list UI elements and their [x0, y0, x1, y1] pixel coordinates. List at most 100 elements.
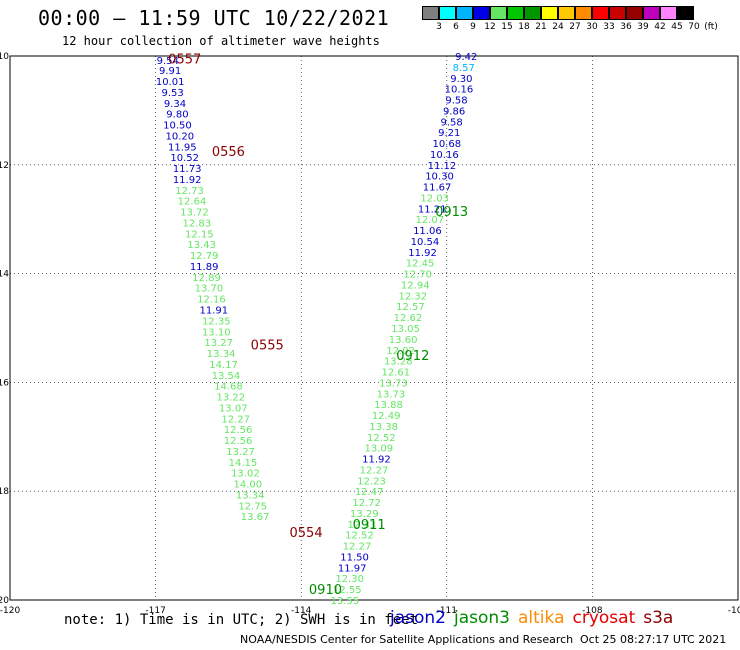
x-tick-label: -117 — [145, 606, 165, 616]
pass-label: 0912 — [396, 349, 429, 364]
satellite-legend: jason2 jason3 altika cryosat s3a — [390, 608, 681, 628]
wave-height-point: 12.94 — [401, 280, 430, 291]
color-scale-label: 21 — [535, 22, 547, 32]
color-scale-label: 18 — [518, 22, 530, 32]
color-scale-label: 27 — [569, 22, 581, 32]
wave-height-point: 12.83 — [183, 218, 212, 229]
footer-note: note: 1) Time is in UTC; 2) SWH is in fe… — [64, 612, 419, 628]
color-scale-label: 70 — [688, 22, 700, 32]
wave-height-point: 12.73 — [175, 186, 204, 197]
wave-height-point: 12.52 — [345, 531, 374, 542]
wave-height-point: 12.61 — [382, 368, 411, 379]
color-scale-swatch — [677, 6, 694, 20]
wave-height-point: 10.54 — [411, 237, 440, 248]
wave-height-point: 13.27 — [204, 338, 233, 349]
wave-height-point: 12.27 — [360, 465, 389, 476]
color-scale-label: 30 — [586, 22, 598, 32]
wave-height-point: 13.43 — [187, 240, 216, 251]
wave-height-point: 10.68 — [432, 139, 461, 150]
y-tick-label: -10 — [0, 52, 9, 62]
color-scale-label: (ft) — [704, 22, 718, 32]
wave-height-point: 11.89 — [190, 262, 219, 273]
wave-height-point: 12.49 — [372, 411, 401, 422]
wave-height-point: 13.27 — [226, 447, 255, 458]
wave-height-point: 9.34 — [164, 99, 186, 110]
satellite-legend-altika: altika — [518, 608, 565, 628]
color-scale-swatch — [592, 6, 609, 20]
wave-height-point: 11.67 — [423, 183, 452, 194]
color-scale-swatch — [626, 6, 643, 20]
wave-height-point: 13.73 — [379, 378, 408, 389]
color-scale-label: 24 — [552, 22, 564, 32]
wave-height-point: 13.02 — [231, 469, 260, 480]
wave-height-point: 10.16 — [430, 150, 459, 161]
color-scale-label: 33 — [603, 22, 615, 32]
wave-height-point: 13.88 — [374, 400, 403, 411]
wave-height-point: 10.52 — [170, 153, 199, 164]
wave-height-point: 9.80 — [166, 110, 188, 121]
wave-height-point: 9.21 — [438, 128, 460, 139]
color-scale-swatch — [473, 6, 490, 20]
satellite-legend-s3a: s3a — [643, 608, 674, 628]
wave-height-point: 13.34 — [207, 349, 236, 360]
color-scale-label: 15 — [501, 22, 513, 32]
wave-height-point: 12.64 — [178, 197, 207, 208]
wave-height-point: 14.17 — [209, 360, 238, 371]
pass-label: 0554 — [290, 526, 323, 541]
wave-height-point: 9.53 — [161, 88, 183, 99]
color-scale-label: 6 — [453, 22, 459, 32]
pass-label: 0910 — [309, 583, 342, 598]
color-scale-swatch — [490, 6, 507, 20]
pass-label: 0913 — [435, 205, 468, 220]
wave-height-point: 13.55 — [331, 596, 360, 607]
x-tick-label: -120 — [0, 606, 20, 616]
x-tick-label: -111 — [437, 606, 457, 616]
wave-height-point: 13.10 — [202, 327, 231, 338]
wave-height-point: 11.92 — [362, 455, 391, 466]
wave-height-point: 12.56 — [224, 425, 253, 436]
color-scale-swatch — [643, 6, 660, 20]
wave-height-point: 12.56 — [224, 436, 253, 447]
pass-label: 0557 — [168, 53, 201, 68]
wave-height-point: 12.45 — [406, 259, 435, 270]
satellite-legend-cryosat: cryosat — [572, 608, 636, 628]
wave-height-point: 12.07 — [415, 215, 444, 226]
wave-height-point: 9.58 — [445, 96, 467, 107]
wave-height-point: 12.70 — [403, 270, 432, 281]
color-scale-swatch — [422, 6, 439, 20]
color-scale-label: 3 — [436, 22, 442, 32]
wave-height-point: 13.22 — [217, 393, 246, 404]
x-tick-label: -108 — [582, 606, 603, 616]
wave-height-point: 10.30 — [425, 172, 454, 183]
wave-height-point: 13.67 — [241, 512, 270, 523]
credit-text: NOAA/NESDIS Center for Satellite Applica… — [240, 633, 574, 646]
wave-height-point: 9.58 — [441, 117, 463, 128]
wave-height-point: 13.73 — [377, 389, 406, 400]
x-tick-label: -114 — [291, 606, 312, 616]
page-subtitle: 12 hour collection of altimeter wave hei… — [62, 34, 380, 48]
wave-height-point: 14.68 — [214, 382, 243, 393]
wave-height-point: 12.52 — [367, 433, 396, 444]
pass-label: 0556 — [212, 145, 245, 160]
wave-height-point: 11.92 — [173, 175, 202, 186]
wave-height-point: 13.72 — [180, 208, 209, 219]
wave-height-point: 13.54 — [212, 371, 241, 382]
wave-height-point: 12.23 — [357, 476, 386, 487]
plot-frame — [9, 55, 739, 601]
wave-height-point: 13.09 — [365, 444, 394, 455]
wave-height-point: 11.50 — [340, 552, 369, 563]
wave-height-point: 12.75 — [238, 501, 267, 512]
wave-height-point: 12.03 — [420, 193, 449, 204]
color-scale-swatch — [439, 6, 456, 20]
color-scale-swatch — [507, 6, 524, 20]
color-scale-label: 12 — [484, 22, 496, 32]
color-scale-label: 9 — [470, 22, 476, 32]
wave-height-point: 10.20 — [166, 131, 195, 142]
wave-height-point: 14.15 — [229, 458, 258, 469]
y-tick-label: -12 — [0, 161, 9, 171]
wave-height-point: 13.28 — [384, 357, 413, 368]
wave-height-point: 13.29 — [350, 509, 379, 520]
wave-height-point: 11.92 — [408, 248, 437, 259]
color-scale-swatch — [660, 6, 677, 20]
wave-height-point: 9.54 — [157, 56, 179, 67]
